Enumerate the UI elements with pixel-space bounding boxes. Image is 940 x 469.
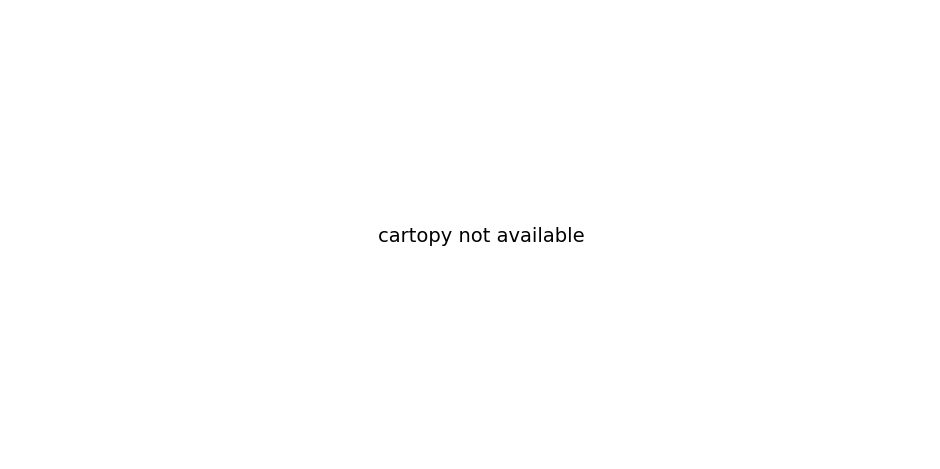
Text: cartopy not available: cartopy not available	[379, 227, 585, 246]
